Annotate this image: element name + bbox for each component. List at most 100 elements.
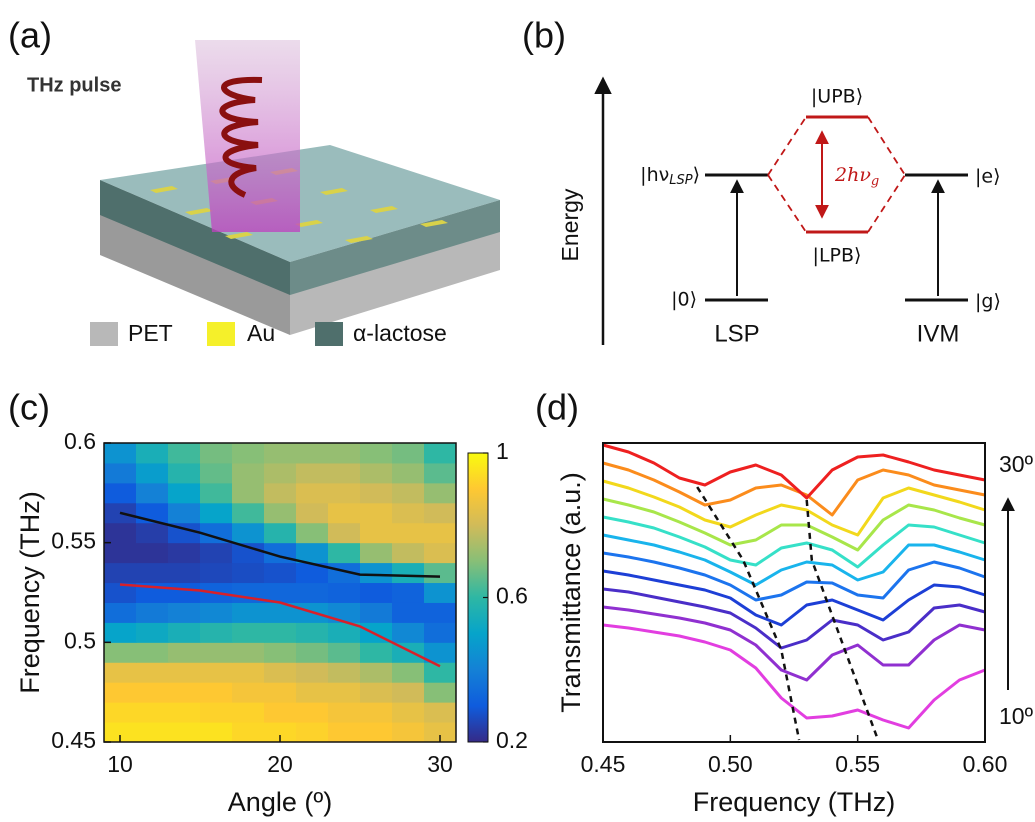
heatmap-cell (136, 602, 169, 622)
heatmap-cell (200, 702, 233, 722)
heatmap-cell (200, 503, 233, 523)
heatmap-cell (296, 642, 329, 662)
heatmap-cell (264, 622, 297, 642)
heatmap-cell (328, 682, 361, 702)
heatmap-cell (168, 543, 201, 563)
heatmap-cell (424, 503, 457, 523)
heatmap-cell (296, 722, 329, 742)
heatmap-cell (424, 602, 457, 622)
heatmap-cell (104, 702, 137, 722)
heatmap-cell (392, 583, 425, 603)
heatmap-cell (200, 722, 233, 742)
y-axis-label: Transmittance (a.u.) (556, 472, 586, 713)
heatmap-cell (360, 503, 393, 523)
heatmap-cell (104, 622, 137, 642)
heatmap-cell (104, 563, 137, 583)
y-tick-label: 0.6 (64, 428, 96, 454)
heatmap-cell (264, 702, 297, 722)
figure: (a) THz pulse PET Au α-lactose (b (0, 0, 1035, 822)
annotation: 10º (999, 703, 1034, 729)
heatmap-cell (360, 702, 393, 722)
heatmap-cell (360, 642, 393, 662)
heatmap-cell (232, 642, 265, 662)
heatmap-cell (136, 563, 169, 583)
heatmap-cell (296, 443, 329, 463)
heatmap-cell (232, 543, 265, 563)
heatmap-cell (328, 602, 361, 622)
x-axis-label: Angle (º) (228, 787, 332, 817)
heatmap-cell (200, 682, 233, 702)
heatmap-cell (200, 563, 233, 583)
axis-label: Energy (557, 188, 583, 261)
heatmap-cell (424, 483, 457, 503)
heatmap-cell (328, 523, 361, 543)
thz-beam (195, 40, 300, 232)
x-tick-label: 30 (427, 751, 453, 777)
colorbar-tick-label: 0.6 (496, 583, 528, 609)
heatmap-cell (104, 543, 137, 563)
spectrum (603, 535, 985, 585)
panel-label: (d) (535, 387, 579, 428)
heatmap-cell (392, 682, 425, 702)
heatmap-cell (232, 463, 265, 483)
heatmap-cell (104, 523, 137, 543)
heatmap-cell (328, 543, 361, 563)
heatmap-cell (136, 622, 169, 642)
x-tick-label: 20 (267, 751, 293, 777)
heatmap-cell (104, 682, 137, 702)
heatmap-cell (232, 602, 265, 622)
panel-label: (b) (522, 15, 566, 56)
heatmap-cell (168, 463, 201, 483)
heatmap-cell (392, 523, 425, 543)
panel-label: (a) (8, 15, 52, 56)
heatmap-cell (136, 702, 169, 722)
heatmap-cell (168, 443, 201, 463)
heatmap-cell (296, 483, 329, 503)
heatmap-cell (392, 702, 425, 722)
heatmap-cell (168, 563, 201, 583)
colorbar-tick-label: 0.2 (496, 727, 528, 753)
heatmap-cell (232, 563, 265, 583)
heatmap-cell (264, 682, 297, 702)
heatmap-cell (200, 622, 233, 642)
legend-swatch (90, 322, 118, 346)
heatmap-cell (168, 483, 201, 503)
heatmap-cell (360, 583, 393, 603)
heatmap-cell (360, 722, 393, 742)
heatmap-cell (296, 583, 329, 603)
dip-guide (807, 500, 878, 740)
state-label: |hνLSP⟩ (640, 164, 700, 188)
mode-label: IVM (917, 320, 960, 347)
heatmap-cell (392, 463, 425, 483)
heatmap-cell (104, 642, 137, 662)
heatmap-cell (424, 682, 457, 702)
legend-swatch (315, 322, 343, 346)
heatmap-cell (136, 543, 169, 563)
heatmap-cell (360, 523, 393, 543)
heatmap-cell (232, 503, 265, 523)
heatmap-cell (232, 682, 265, 702)
heatmap-cell (168, 583, 201, 603)
x-tick-label: 0.55 (835, 751, 880, 777)
heatmap-cell (136, 682, 169, 702)
heatmap-cell (328, 463, 361, 483)
heatmap-cell (168, 622, 201, 642)
heatmap-cell (136, 722, 169, 742)
heatmap-cell (104, 443, 137, 463)
heatmap-cell (168, 602, 201, 622)
heatmap-cell (264, 463, 297, 483)
heatmap-cell (424, 463, 457, 483)
heatmap-cell (136, 662, 169, 682)
heatmap-cell (168, 662, 201, 682)
heatmap-cell (264, 662, 297, 682)
colorbar-tick-label: 1 (496, 438, 509, 464)
heatmap-cell (296, 463, 329, 483)
y-tick-label: 0.45 (51, 727, 96, 753)
heatmap-cell (424, 583, 457, 603)
heatmap-cell (232, 722, 265, 742)
mode-label: LSP (714, 320, 759, 347)
heatmap-cell (232, 702, 265, 722)
panel-a: (a) THz pulse PET Au α-lactose (8, 15, 500, 347)
legend-swatch (207, 322, 235, 346)
heatmap-cell (360, 563, 393, 583)
